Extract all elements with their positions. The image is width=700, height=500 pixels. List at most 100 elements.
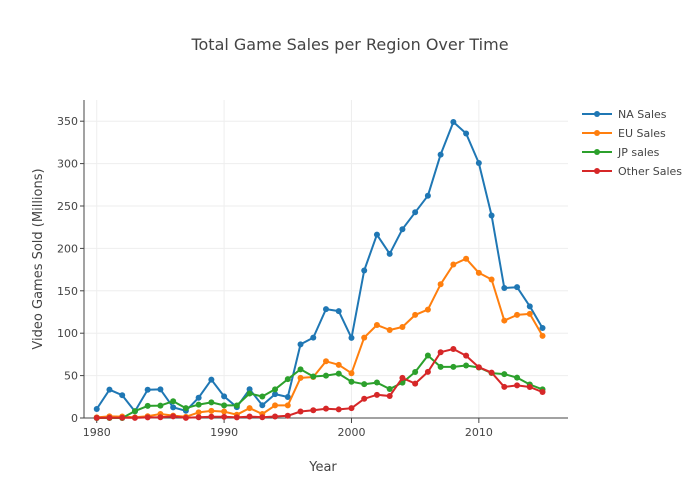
data-point-other-sales[interactable]	[373, 391, 380, 398]
data-point-other-sales[interactable]	[246, 413, 253, 420]
data-point-other-sales[interactable]	[119, 414, 126, 421]
data-point-jp-sales[interactable]	[514, 374, 521, 381]
data-point-other-sales[interactable]	[348, 405, 355, 412]
data-point-jp-sales[interactable]	[144, 402, 151, 409]
data-point-other-sales[interactable]	[526, 384, 533, 391]
data-point-na-sales[interactable]	[272, 391, 279, 398]
data-point-eu-sales[interactable]	[412, 311, 419, 318]
data-point-jp-sales[interactable]	[157, 402, 164, 409]
data-point-na-sales[interactable]	[195, 394, 202, 401]
data-point-eu-sales[interactable]	[208, 407, 215, 414]
data-point-na-sales[interactable]	[144, 386, 151, 393]
data-point-other-sales[interactable]	[284, 412, 291, 419]
data-point-jp-sales[interactable]	[284, 376, 291, 383]
data-point-eu-sales[interactable]	[463, 255, 470, 262]
data-point-jp-sales[interactable]	[170, 398, 177, 405]
data-point-other-sales[interactable]	[182, 414, 189, 421]
data-point-na-sales[interactable]	[157, 386, 164, 393]
data-point-na-sales[interactable]	[335, 308, 342, 315]
data-point-other-sales[interactable]	[386, 392, 393, 399]
data-point-other-sales[interactable]	[514, 382, 521, 389]
data-point-eu-sales[interactable]	[373, 321, 380, 328]
data-point-na-sales[interactable]	[437, 151, 444, 158]
data-point-na-sales[interactable]	[106, 386, 113, 393]
data-point-jp-sales[interactable]	[131, 408, 138, 415]
data-point-na-sales[interactable]	[310, 334, 317, 341]
data-point-other-sales[interactable]	[272, 413, 279, 420]
data-point-eu-sales[interactable]	[475, 269, 482, 276]
data-point-other-sales[interactable]	[437, 349, 444, 356]
data-point-na-sales[interactable]	[221, 393, 228, 400]
data-point-jp-sales[interactable]	[361, 381, 368, 388]
data-point-other-sales[interactable]	[157, 414, 164, 421]
data-point-eu-sales[interactable]	[297, 374, 304, 381]
data-point-other-sales[interactable]	[221, 413, 228, 420]
data-point-jp-sales[interactable]	[450, 363, 457, 370]
legend-item-eu-sales[interactable]: EU Sales	[582, 127, 666, 140]
data-point-na-sales[interactable]	[373, 231, 380, 238]
data-point-jp-sales[interactable]	[348, 378, 355, 385]
data-point-other-sales[interactable]	[106, 414, 113, 421]
data-point-na-sales[interactable]	[488, 212, 495, 219]
data-point-eu-sales[interactable]	[526, 310, 533, 317]
data-point-other-sales[interactable]	[412, 380, 419, 387]
data-point-na-sales[interactable]	[348, 334, 355, 341]
data-point-na-sales[interactable]	[501, 285, 508, 292]
legend-item-na-sales[interactable]: NA Sales	[582, 108, 667, 121]
data-point-jp-sales[interactable]	[335, 370, 342, 377]
data-point-na-sales[interactable]	[450, 119, 457, 126]
data-point-eu-sales[interactable]	[539, 332, 546, 339]
data-point-jp-sales[interactable]	[233, 402, 240, 409]
data-point-jp-sales[interactable]	[501, 371, 508, 378]
data-point-jp-sales[interactable]	[373, 379, 380, 386]
data-point-eu-sales[interactable]	[501, 317, 508, 324]
data-point-eu-sales[interactable]	[488, 276, 495, 283]
data-point-na-sales[interactable]	[424, 192, 431, 199]
data-point-other-sales[interactable]	[501, 383, 508, 390]
data-point-eu-sales[interactable]	[272, 402, 279, 409]
series-line-na-sales[interactable]	[95, 121, 544, 413]
data-point-na-sales[interactable]	[208, 376, 215, 383]
data-point-eu-sales[interactable]	[195, 409, 202, 416]
data-point-na-sales[interactable]	[323, 306, 329, 313]
data-point-na-sales[interactable]	[361, 267, 368, 274]
data-point-other-sales[interactable]	[297, 408, 304, 415]
data-point-other-sales[interactable]	[208, 413, 215, 420]
data-point-na-sales[interactable]	[93, 406, 100, 413]
data-point-eu-sales[interactable]	[399, 324, 406, 331]
data-point-other-sales[interactable]	[259, 414, 266, 421]
data-point-other-sales[interactable]	[475, 364, 482, 371]
data-point-eu-sales[interactable]	[284, 402, 291, 409]
data-point-eu-sales[interactable]	[335, 361, 342, 368]
data-point-jp-sales[interactable]	[208, 399, 215, 406]
data-point-other-sales[interactable]	[170, 413, 177, 420]
data-point-na-sales[interactable]	[475, 160, 482, 167]
data-point-other-sales[interactable]	[450, 345, 457, 352]
data-point-na-sales[interactable]	[170, 404, 177, 411]
data-point-na-sales[interactable]	[463, 130, 470, 137]
data-point-jp-sales[interactable]	[297, 366, 304, 373]
data-point-other-sales[interactable]	[361, 395, 368, 402]
data-point-other-sales[interactable]	[488, 369, 495, 376]
data-point-other-sales[interactable]	[424, 368, 431, 375]
data-point-na-sales[interactable]	[526, 303, 533, 310]
data-point-eu-sales[interactable]	[348, 370, 355, 377]
data-point-na-sales[interactable]	[119, 392, 126, 399]
data-point-eu-sales[interactable]	[386, 326, 393, 333]
data-point-other-sales[interactable]	[195, 414, 202, 421]
data-point-eu-sales[interactable]	[424, 306, 431, 313]
data-point-na-sales[interactable]	[539, 325, 546, 332]
data-point-na-sales[interactable]	[412, 209, 419, 216]
data-point-other-sales[interactable]	[335, 406, 342, 413]
data-point-na-sales[interactable]	[514, 284, 521, 291]
data-point-other-sales[interactable]	[310, 407, 317, 414]
data-point-other-sales[interactable]	[93, 414, 100, 421]
data-point-jp-sales[interactable]	[437, 363, 444, 370]
data-point-eu-sales[interactable]	[450, 261, 457, 268]
data-point-na-sales[interactable]	[297, 341, 304, 348]
data-point-eu-sales[interactable]	[361, 334, 368, 341]
legend[interactable]: NA Sales EU Sales JP sales Other Sales	[582, 108, 682, 178]
data-point-jp-sales[interactable]	[323, 372, 329, 379]
data-point-jp-sales[interactable]	[272, 386, 279, 393]
data-point-jp-sales[interactable]	[463, 362, 470, 369]
